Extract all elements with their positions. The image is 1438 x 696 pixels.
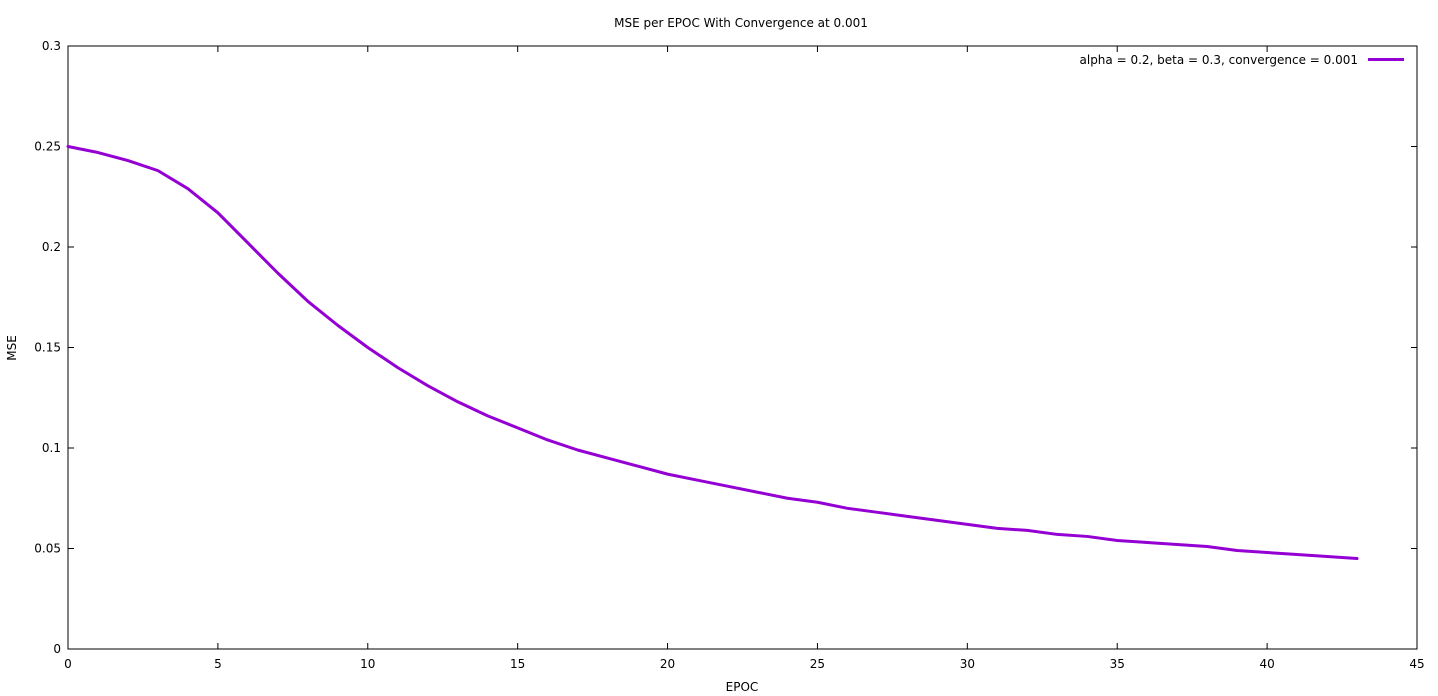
y-tick-label: 0.25	[34, 140, 61, 154]
plot-frame	[67, 45, 1418, 650]
series-layer	[66, 145, 1359, 561]
data-point	[1325, 555, 1329, 558]
x-tick-label: 45	[1409, 657, 1424, 671]
data-point	[606, 456, 609, 460]
data-point	[726, 484, 729, 488]
data-point	[1265, 551, 1269, 554]
legend-label: alpha = 0.2, beta = 0.3, convergence = 0…	[1080, 53, 1359, 67]
x-tick-label: 30	[960, 657, 975, 671]
x-tick-label: 10	[360, 657, 375, 671]
data-point	[816, 501, 819, 504]
data-point	[96, 151, 100, 154]
y-tick-label: 0.3	[42, 39, 61, 53]
data-point	[306, 300, 310, 303]
data-point	[396, 366, 399, 369]
data-point	[276, 271, 280, 275]
data-point	[1056, 533, 1059, 536]
data-point	[1235, 549, 1239, 552]
data-point	[906, 515, 909, 518]
x-tick-label: 20	[660, 657, 675, 671]
data-point	[546, 438, 549, 442]
y-tick-label: 0.1	[42, 441, 61, 455]
data-point	[216, 211, 220, 215]
data-point	[366, 346, 369, 349]
data-point	[1295, 553, 1299, 556]
data-point	[1116, 539, 1119, 542]
x-tick-label: 5	[214, 657, 222, 671]
data-point	[486, 414, 489, 418]
y-tick-label: 0.05	[34, 542, 61, 556]
series-line	[66, 145, 1359, 561]
data-point	[696, 478, 699, 482]
data-point	[456, 400, 459, 403]
data-point	[426, 384, 429, 387]
y-axis: 0 0.05 0.1 0.15 0.2 0.25 0.3	[34, 39, 1417, 656]
data-point	[126, 159, 130, 162]
data-point	[156, 169, 160, 172]
data-point	[1146, 541, 1149, 544]
data-point	[636, 464, 639, 468]
x-tick-label: 25	[810, 657, 825, 671]
x-tick-label: 0	[64, 657, 72, 671]
x-axis: 0 5 10 15 20 25 30 35 40 45	[64, 46, 1425, 671]
data-point	[996, 527, 999, 530]
x-axis-label: EPOC	[726, 680, 759, 694]
y-tick-label: 0.15	[34, 341, 61, 355]
data-point	[756, 491, 759, 494]
chart-title: MSE per EPOC With Convergence at 0.001	[614, 16, 868, 30]
data-point	[66, 145, 70, 148]
y-axis-label: MSE	[5, 335, 19, 361]
data-point	[936, 519, 939, 522]
y-tick-label: 0	[53, 642, 61, 656]
data-point	[876, 511, 879, 514]
data-point	[186, 187, 190, 190]
data-point	[666, 472, 669, 476]
legend: alpha = 0.2, beta = 0.3, convergence = 0…	[1080, 53, 1404, 67]
y-tick-label: 0.2	[42, 240, 61, 254]
data-point	[1026, 529, 1029, 532]
data-point	[516, 426, 519, 430]
data-point	[576, 448, 579, 452]
data-point	[1086, 535, 1089, 538]
x-tick-label: 15	[510, 657, 525, 671]
data-point	[786, 497, 789, 500]
x-tick-label: 40	[1259, 657, 1274, 671]
data-point	[336, 324, 339, 327]
data-point	[1205, 545, 1209, 548]
data-point	[246, 241, 250, 245]
data-point	[966, 523, 969, 526]
data-point	[846, 507, 849, 510]
data-point	[1355, 557, 1359, 560]
x-tick-label: 35	[1110, 657, 1125, 671]
data-point	[1175, 543, 1179, 546]
